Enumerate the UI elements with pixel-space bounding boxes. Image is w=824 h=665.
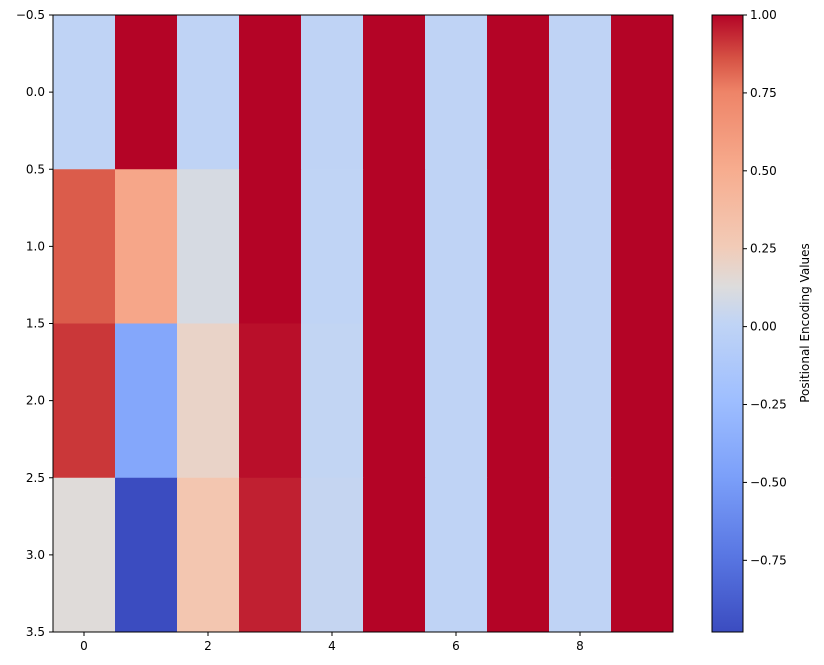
heatmap-cell [115,323,178,479]
colorbar-frame [711,14,744,633]
heatmap-cell [487,323,550,479]
colorbar-tick-label: 0.50 [750,164,777,178]
colorbar [712,15,743,632]
heatmap-cell [549,477,612,633]
heatmap-cell [239,323,302,479]
heatmap-cell [425,15,488,170]
y-tick-label: 3.0 [26,548,45,562]
colorbar-tick-label: −0.50 [750,475,787,489]
heatmap-cell [53,477,116,633]
heatmap-cell [53,15,116,170]
colorbar-tick-label: −0.25 [750,398,787,412]
heatmap-cell [239,477,302,633]
heatmap-cell [239,169,302,324]
x-tick-label: 0 [80,639,88,653]
y-tick-label: 0.0 [26,85,45,99]
heatmap-cell [177,323,240,479]
colorbar-tick-label: 0.00 [750,320,777,334]
colorbar-axis: 1.00 0.75 0.50 0.25 0.00 −0.25 −0.50 −0.75 [743,8,787,567]
heatmap-cell [425,477,488,633]
heatmap-cell [53,169,116,324]
heatmap-cell [611,323,674,479]
heatmap-cell [301,323,364,479]
heatmap-cell [177,477,240,633]
heatmap-cell [53,323,116,479]
y-axis: −0.5 0.0 0.5 1.0 1.5 2.0 2.5 3.0 3.5 [16,8,53,639]
heatmap-cell [611,169,674,324]
y-tick-label: 1.5 [26,317,45,331]
y-tick-label: 1.0 [26,239,45,253]
heatmap-cell [239,15,302,170]
colorbar-tick-label: −0.75 [750,553,787,567]
y-tick-label: 0.5 [26,162,45,176]
x-tick-label: 8 [576,639,584,653]
x-tick-label: 4 [328,639,336,653]
heatmap-cell [425,323,488,479]
heatmap-cell [549,15,612,170]
heatmap-cell [549,169,612,324]
x-axis: 0 2 4 6 8 [80,632,584,653]
colorbar-tick-label: 0.75 [750,86,777,100]
heatmap-cell [611,477,674,633]
heatmap-cell [115,477,178,633]
x-tick-label: 6 [452,639,460,653]
y-tick-label: 2.5 [26,471,45,485]
heatmap-cell [301,169,364,324]
x-tick-label: 2 [204,639,212,653]
heatmap-cell [549,323,612,479]
heatmap-cell [301,477,364,633]
heatmap-cell [115,169,178,324]
y-tick-label: 2.0 [26,394,45,408]
heatmap-cell [611,15,674,170]
heatmap-cell [363,15,426,170]
heatmap-cell [487,15,550,170]
heatmap-cell [425,169,488,324]
heatmap-cell [115,15,178,170]
y-tick-label: 3.5 [26,625,45,639]
heatmap-cell [487,477,550,633]
heatmap-cell [487,169,550,324]
heatmap-cell [177,15,240,170]
colorbar-tick-label: 1.00 [750,8,777,22]
heatmap-cell [363,477,426,633]
heatmap-cell [177,169,240,324]
heatmap-cell [363,169,426,324]
heatmap-cell [363,323,426,479]
heatmap-cell [301,15,364,170]
colorbar-tick-label: 0.25 [750,242,777,256]
heatmap-cells [53,15,674,633]
y-tick-label: −0.5 [16,8,45,22]
colorbar-label: Positional Encoding Values [798,243,812,403]
